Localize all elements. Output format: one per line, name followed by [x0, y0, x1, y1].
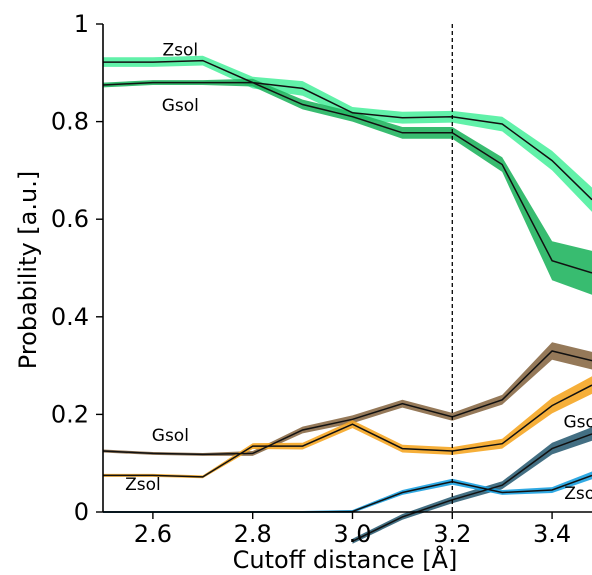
y-axis-label: Probability [a.u.] — [14, 171, 42, 369]
band-series-6 — [103, 471, 592, 513]
x-tick-label: 3.2 — [433, 520, 471, 548]
line-series-1 — [103, 59, 592, 201]
annotation-label: Gsol — [162, 96, 199, 116]
annotations: Zsol Gsol Gsol Zsol Gsol Zsol — [125, 41, 592, 504]
annotation-label: Gsol — [152, 426, 189, 446]
confidence-bands — [103, 55, 592, 544]
x-tick-label: 3.0 — [333, 520, 371, 548]
x-tick-label: 3.4 — [533, 520, 571, 548]
y-tick-label: 1 — [74, 10, 89, 38]
line-series-3 — [102, 350, 592, 456]
band-series-3 — [103, 342, 592, 456]
line-series-5 — [352, 433, 592, 542]
annotation-label: Zsol — [163, 41, 199, 61]
y-tick-label: 0.6 — [51, 205, 89, 233]
annotation-label: Zsol — [564, 484, 592, 504]
y-tick-label: 0.4 — [51, 303, 89, 331]
y-ticks: 0 0.2 0.4 0.6 0.8 1 — [51, 10, 103, 526]
annotation-label: Gsol — [563, 413, 592, 433]
series-lines — [102, 59, 592, 542]
x-tick-label: 2.6 — [134, 520, 172, 548]
x-tick-label: 2.8 — [234, 520, 272, 548]
annotation-label: Zsol — [125, 475, 161, 495]
x-ticks: 2.6 2.8 3.0 3.2 3.4 — [134, 512, 571, 548]
y-tick-label: 0 — [74, 498, 89, 526]
line-series-4 — [103, 384, 592, 478]
y-tick-label: 0.2 — [51, 400, 89, 428]
band-series-4 — [103, 376, 592, 479]
y-tick-label: 0.8 — [51, 108, 89, 136]
x-axis-label: Cutoff distance [Å] — [233, 545, 458, 574]
band-series-5 — [352, 427, 592, 544]
line-series-2 — [102, 81, 592, 274]
axes — [102, 24, 592, 513]
